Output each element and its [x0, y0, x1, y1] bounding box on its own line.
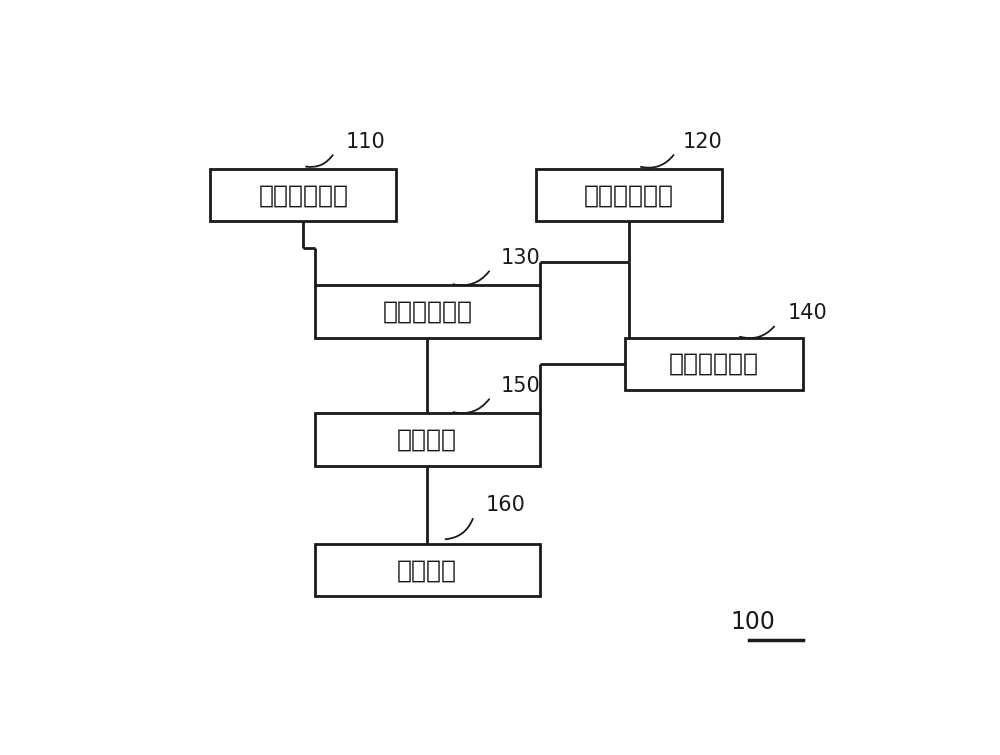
- Text: 150: 150: [501, 376, 541, 396]
- Text: 第二检测单元: 第二检测单元: [669, 352, 759, 376]
- Bar: [315, 544, 540, 596]
- Bar: [210, 169, 396, 221]
- Text: 控制单元: 控制单元: [397, 558, 457, 582]
- Text: 存储单元: 存储单元: [397, 427, 457, 451]
- Text: 130: 130: [501, 248, 541, 268]
- Text: 第一天线单元: 第一天线单元: [258, 183, 348, 207]
- Bar: [315, 413, 540, 466]
- Bar: [315, 285, 540, 337]
- Text: 120: 120: [683, 131, 723, 152]
- Text: 第一检测单元: 第一检测单元: [382, 300, 472, 323]
- Text: 110: 110: [346, 131, 386, 152]
- Bar: [536, 169, 722, 221]
- Text: 140: 140: [788, 304, 827, 323]
- Text: 100: 100: [730, 610, 775, 634]
- Text: 160: 160: [485, 495, 525, 515]
- Bar: [625, 337, 803, 390]
- Text: 第二天线单元: 第二天线单元: [584, 183, 674, 207]
